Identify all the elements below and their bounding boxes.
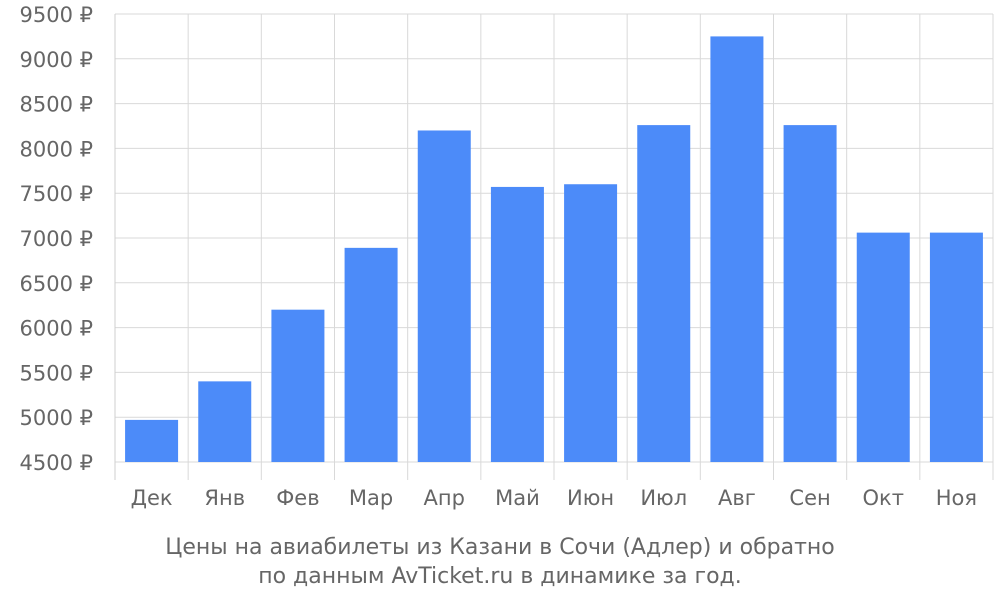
x-tick-label: Май (495, 486, 540, 510)
bar-7 (637, 125, 691, 462)
bar-9 (783, 125, 837, 462)
y-tick-label: 6500 ₽ (20, 272, 93, 296)
x-tick-label: Янв (204, 486, 245, 510)
x-tick-label: Фев (276, 486, 319, 510)
bar-5 (490, 186, 544, 463)
chart-caption-line-1: Цены на авиабилеты из Казани в Сочи (Адл… (165, 535, 835, 560)
x-axis-tick-labels: Дек Янв Фев Мар Апр Май Июн Июл Авг Сен Окт Ноя (131, 486, 977, 510)
y-tick-label: 6000 ₽ (20, 317, 93, 341)
bar-3 (344, 247, 398, 462)
y-tick-label: 7500 ₽ (20, 182, 93, 206)
y-tick-label: 8000 ₽ (20, 137, 93, 161)
bar-10 (856, 232, 910, 462)
x-tick-label: Дек (131, 486, 173, 510)
x-tick-label: Июл (640, 486, 687, 510)
bar-8 (710, 36, 764, 463)
bar-6 (564, 184, 618, 463)
bars (125, 36, 983, 463)
x-tick-label: Июн (567, 486, 614, 510)
bar-1 (198, 381, 252, 462)
bar-11 (929, 232, 983, 462)
y-tick-label: 9000 ₽ (20, 48, 93, 72)
grid (114, 13, 994, 480)
y-tick-label: 7000 ₽ (20, 227, 93, 251)
x-tick-label: Сен (789, 486, 830, 510)
x-tick-label: Апр (424, 486, 465, 510)
bar-2 (271, 309, 325, 462)
y-tick-label: 4500 ₽ (20, 451, 93, 475)
y-tick-label: 8500 ₽ (20, 93, 93, 117)
y-tick-label: 9500 ₽ (20, 3, 93, 27)
x-tick-label: Авг (718, 486, 756, 510)
chart-caption-line-2: по данным AvTicket.ru в динамике за год. (258, 564, 742, 589)
bar-0 (125, 419, 179, 462)
x-tick-label: Мар (349, 486, 393, 510)
x-tick-label: Ноя (936, 486, 977, 510)
y-tick-label: 5000 ₽ (20, 406, 93, 430)
y-axis-tick-labels: 4500 ₽ 5000 ₽ 5500 ₽ 6000 ₽ 6500 ₽ 7000 ₽ 7500… (20, 3, 93, 475)
y-tick-label: 5500 ₽ (20, 361, 93, 385)
x-tick-label: Окт (863, 486, 904, 510)
bar-4 (417, 130, 471, 463)
